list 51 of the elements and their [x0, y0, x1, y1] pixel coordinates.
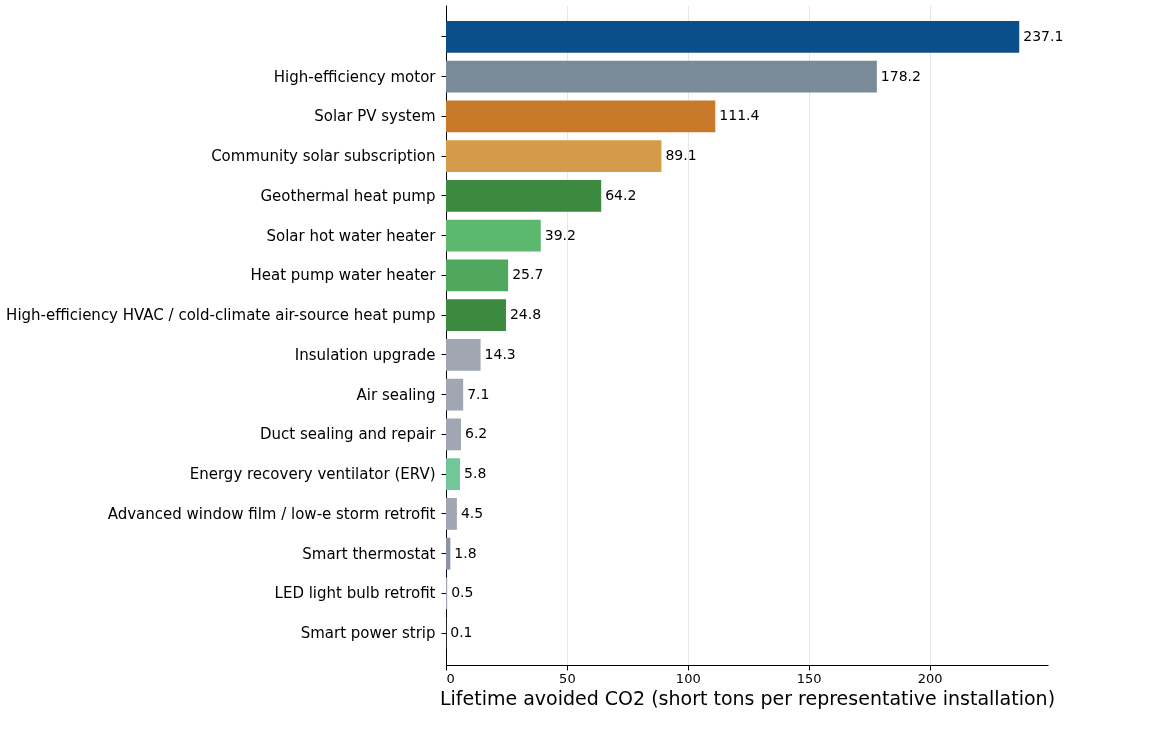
data-label: 111.4 [719, 107, 760, 124]
y-tick-label: Heat pump water heater [250, 266, 437, 285]
data-label: 178.2 [880, 67, 921, 84]
data-label: 5.8 [464, 465, 487, 482]
bar [446, 378, 464, 411]
bar [446, 458, 461, 491]
bar [446, 140, 662, 172]
bar [446, 100, 716, 133]
y-tick-label: Geothermal heat pump [260, 186, 436, 205]
bar [446, 299, 506, 332]
data-label: 6.2 [464, 425, 488, 442]
y-tick-label: High-efficiency HVAC / cold-climate air-source heat pump [6, 306, 436, 325]
y-tick-label: High-efficiency motor [273, 67, 437, 86]
y-tick-label: Air sealing [356, 385, 436, 404]
bar [446, 20, 1020, 53]
bar [446, 418, 461, 451]
data-label: 1.8 [454, 544, 477, 561]
data-label: 4.5 [460, 504, 484, 521]
y-tick-label: Insulation upgrade [294, 345, 436, 364]
bar [446, 179, 602, 212]
bar [446, 60, 877, 93]
x-tick-label: 50 [559, 670, 576, 686]
data-label: 64.2 [605, 186, 637, 203]
data-label: 89.1 [665, 147, 697, 164]
bar [446, 537, 451, 570]
data-label: 25.7 [512, 266, 544, 283]
x-tick-label: 150 [796, 670, 822, 686]
data-label: 14.3 [484, 345, 516, 362]
y-tick-label: Solar PV system [314, 107, 436, 126]
y-tick-label: Energy recovery ventilator (ERV) [189, 465, 436, 484]
y-tick-label: Community solar subscription [211, 147, 436, 166]
y-tick-label: Smart thermostat [302, 544, 436, 563]
x-axis-title: Lifetime avoided CO2 (short tons per representative installation) [439, 686, 1056, 709]
bar [446, 498, 457, 530]
x-tick-label: 0 [446, 670, 455, 686]
data-label: 0.5 [451, 584, 474, 601]
x-tick-label: 200 [917, 670, 943, 686]
y-tick-label: LED light bulb retrofit [274, 584, 436, 603]
y-tick-label: Smart power strip [300, 624, 436, 643]
bar [446, 338, 481, 371]
y-tick-label: Advanced window film / low-e storm retrofit [107, 504, 436, 523]
data-label: 0.1 [450, 624, 473, 641]
data-label: 7.1 [467, 385, 490, 402]
bar [446, 219, 541, 252]
bar [446, 259, 509, 292]
y-tick-label: Duct sealing and repair [260, 425, 437, 444]
y-tick-label: Solar hot water heater [266, 226, 437, 245]
x-tick-label: 100 [675, 670, 701, 686]
data-label: 237.1 [1023, 27, 1064, 44]
data-label: 24.8 [509, 306, 542, 323]
data-label: 39.2 [544, 226, 576, 243]
